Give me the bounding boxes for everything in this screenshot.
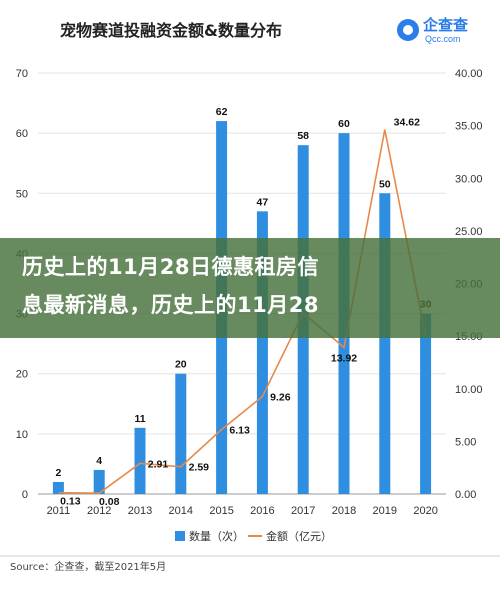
left-tick-label: 10 <box>16 429 28 441</box>
legend-bar-label: 数量（次） <box>189 529 244 543</box>
line-data-label: 2.59 <box>189 462 210 474</box>
bar-data-label: 62 <box>216 106 228 118</box>
x-tick-label: 2015 <box>209 505 233 517</box>
legend-line-label: 金额（亿元） <box>266 529 332 543</box>
legend: 数量（次） 金额（亿元） <box>175 529 332 543</box>
x-tick-label: 2013 <box>128 505 152 517</box>
bar <box>175 373 187 494</box>
bar <box>256 211 268 495</box>
x-tick-label: 2012 <box>87 505 111 517</box>
left-tick-label: 70 <box>16 68 28 80</box>
bar <box>379 193 391 495</box>
line-data-label: 2.91 <box>148 458 169 470</box>
right-tick-label: 10.00 <box>455 384 483 396</box>
bar-data-label: 58 <box>297 130 309 142</box>
right-tick-label: 25.00 <box>455 226 483 238</box>
bar <box>420 313 432 494</box>
bar-data-label: 60 <box>338 118 350 130</box>
overlay-banner <box>0 238 500 338</box>
logo-text: 企查查 <box>422 16 469 34</box>
x-axis-ticks: 2011 2012 2013 2014 2015 2016 2017 2018 2019 2020 <box>47 505 438 517</box>
bar-data-label: 11 <box>134 413 145 425</box>
overlay-headline-line1: 历史上的11月28日德惠租房信 <box>22 255 319 279</box>
left-tick-label: 20 <box>16 369 28 381</box>
right-tick-label: 0.00 <box>455 489 476 501</box>
bar-data-label: 4 <box>96 455 102 467</box>
right-tick-label: 35.00 <box>455 121 483 133</box>
logo-icon-inner <box>403 25 413 35</box>
line-data-label: 0.08 <box>99 496 120 508</box>
left-tick-label: 60 <box>16 128 28 140</box>
x-tick-label: 2016 <box>250 505 274 517</box>
left-tick-label: 0 <box>22 489 28 501</box>
source-note: Source：企查查，截至2021年5月 <box>10 560 166 573</box>
left-tick-label: 50 <box>16 188 28 200</box>
bar-data-label: 47 <box>257 196 269 208</box>
line-data-label: 9.26 <box>270 392 291 404</box>
x-tick-label: 2014 <box>169 505 193 517</box>
overlay-headline[interactable]: 历史上的11月28日德惠租房信 息最新消息，历史上的11月28 <box>22 248 492 324</box>
x-tick-label: 2011 <box>47 505 71 517</box>
bar-data-label: 50 <box>379 178 391 190</box>
line-labels: 0.13 0.08 2.91 2.59 6.13 9.26 13.92 34.62 <box>60 117 420 509</box>
x-tick-label: 2017 <box>291 505 315 517</box>
bar <box>93 469 105 494</box>
chart-title: 宠物赛道投融资金额&数量分布 <box>60 21 282 40</box>
logo: 企查查 Qcc.com <box>397 16 469 44</box>
x-tick-label: 2018 <box>332 505 356 517</box>
logo-sub: Qcc.com <box>425 34 461 44</box>
overlay-headline-line2: 息最新消息，历史上的11月28 <box>22 293 319 317</box>
bar-data-label: 2 <box>55 467 61 479</box>
x-tick-label: 2019 <box>373 505 397 517</box>
right-tick-label: 40.00 <box>455 68 483 80</box>
right-axis-ticks: 0.005.0010.0015.0020.0025.0030.0035.0040… <box>455 68 483 501</box>
right-tick-label: 30.00 <box>455 173 483 185</box>
line-data-label: 34.62 <box>394 117 420 129</box>
x-tick-label: 2020 <box>413 505 437 517</box>
line-data-label: 13.92 <box>331 352 357 364</box>
bar <box>134 427 146 494</box>
right-tick-label: 5.00 <box>455 436 476 448</box>
bar-data-label: 20 <box>175 359 187 371</box>
bar <box>52 481 64 494</box>
line-data-label: 6.13 <box>229 424 250 436</box>
legend-bar-swatch <box>175 531 185 541</box>
line-data-label: 0.13 <box>60 496 81 508</box>
